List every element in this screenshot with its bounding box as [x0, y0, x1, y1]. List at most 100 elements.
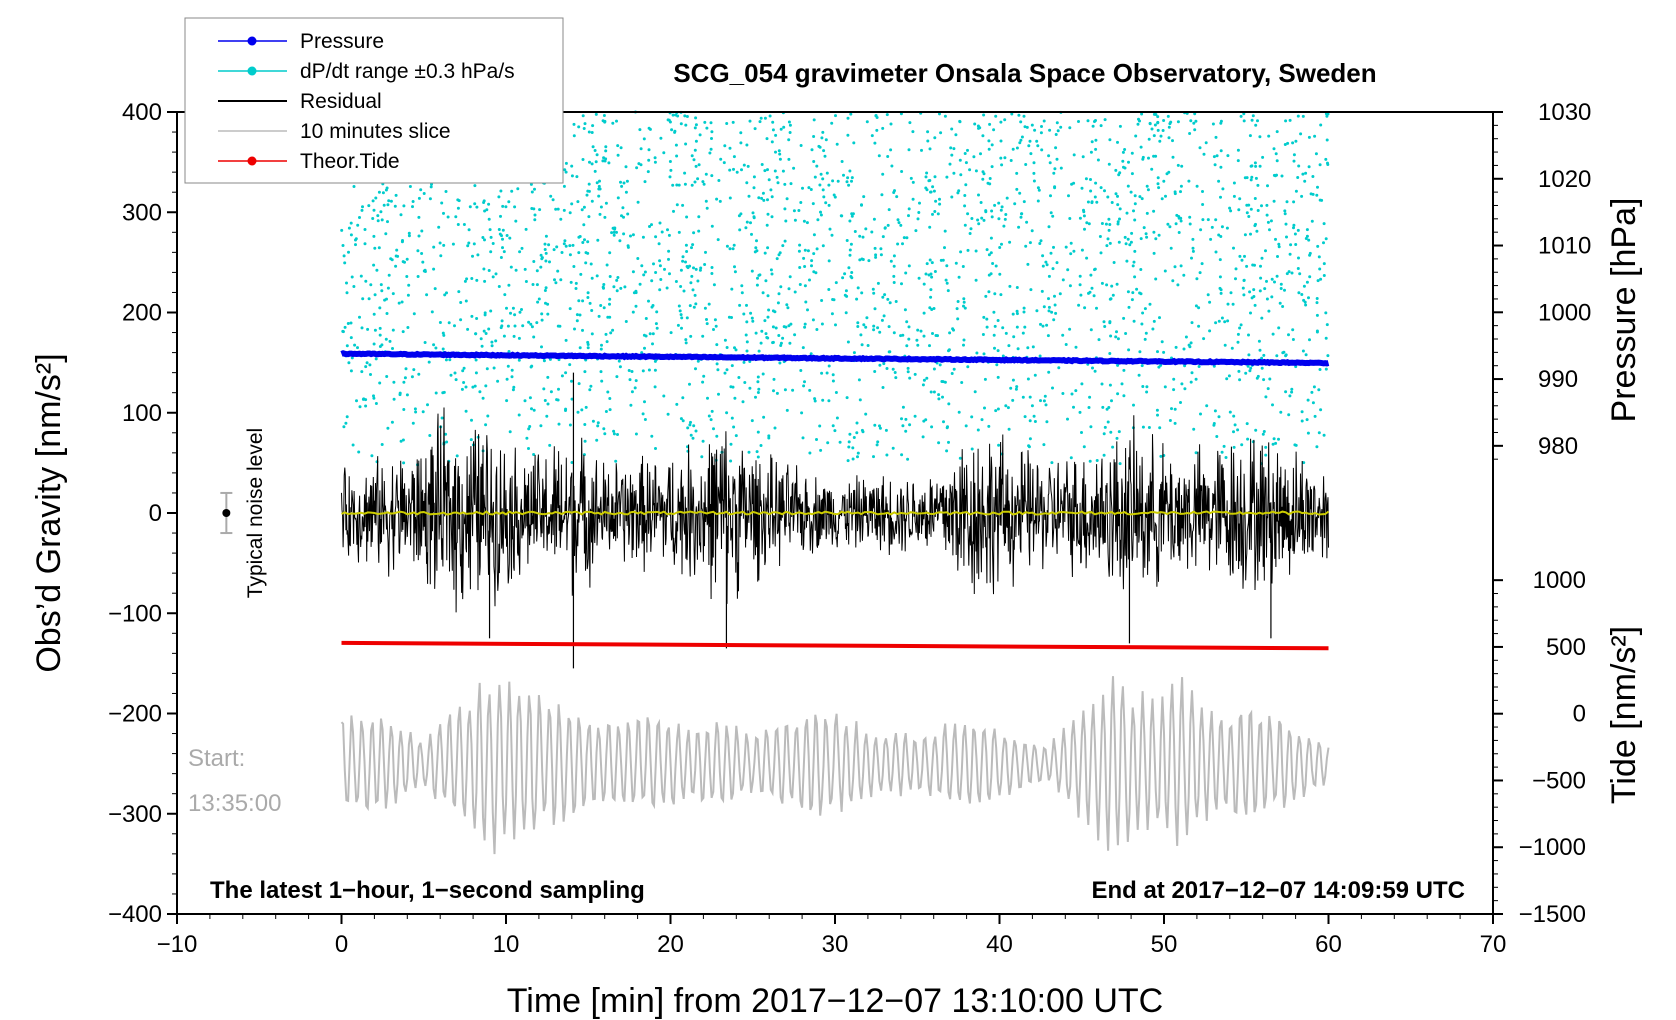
dpdt-point: [581, 299, 585, 303]
dpdt-point: [540, 256, 544, 260]
dpdt-point: [815, 328, 819, 331]
dpdt-point: [800, 411, 804, 415]
dpdt-point: [1294, 139, 1298, 143]
dpdt-point: [583, 423, 587, 426]
dpdt-point: [1294, 243, 1298, 246]
dpdt-point: [1242, 119, 1246, 123]
dpdt-point: [349, 221, 353, 225]
dpdt-point: [564, 161, 568, 165]
dpdt-point: [584, 261, 588, 265]
dpdt-point: [1032, 179, 1036, 183]
dpdt-point: [651, 342, 654, 346]
dpdt-point: [589, 262, 593, 266]
dpdt-point: [767, 308, 771, 312]
dpdt-point: [892, 254, 896, 258]
dpdt-point: [1148, 302, 1152, 306]
dpdt-point: [595, 153, 599, 157]
dpdt-point: [445, 291, 448, 295]
dpdt-point: [976, 218, 980, 222]
dpdt-point: [1028, 241, 1032, 245]
dpdt-point: [349, 233, 353, 237]
dpdt-point: [1238, 254, 1242, 258]
dpdt-point: [1033, 420, 1037, 423]
dpdt-point: [1102, 320, 1106, 324]
dpdt-point: [872, 291, 876, 295]
dpdt-point: [977, 193, 980, 197]
dpdt-point: [922, 282, 926, 286]
dpdt-point: [683, 114, 687, 118]
dpdt-point: [444, 432, 448, 436]
dpdt-point: [811, 202, 815, 206]
dpdt-point: [1193, 112, 1197, 116]
dpdt-point: [1036, 199, 1040, 203]
dpdt-point: [445, 440, 449, 444]
dpdt-point: [772, 377, 776, 381]
dpdt-point: [762, 198, 766, 202]
dpdt-point: [615, 289, 619, 293]
dpdt-point: [803, 380, 806, 384]
dpdt-point: [1052, 245, 1055, 249]
dpdt-point: [1043, 394, 1047, 398]
dpdt-point: [956, 300, 960, 303]
dpdt-point: [403, 260, 406, 264]
dpdt-point: [425, 293, 429, 297]
dpdt-point: [1262, 353, 1266, 357]
dpdt-point: [1311, 192, 1315, 196]
dpdt-point: [873, 141, 877, 145]
dpdt-point: [588, 388, 592, 392]
dpdt-point: [1301, 172, 1305, 176]
dpdt-point: [639, 163, 643, 167]
dpdt-point: [1040, 289, 1044, 293]
dpdt-point: [760, 196, 764, 200]
dpdt-point: [554, 207, 558, 211]
dpdt-point: [871, 287, 875, 291]
dpdt-point: [357, 450, 361, 454]
dpdt-point: [374, 402, 378, 405]
dpdt-point: [772, 389, 775, 393]
dpdt-point: [847, 440, 851, 444]
dpdt-point: [1080, 382, 1084, 386]
dpdt-point: [1283, 212, 1287, 216]
dpdt-point: [1191, 249, 1195, 253]
dpdt-point: [1088, 290, 1092, 294]
dpdt-point: [442, 333, 446, 337]
dpdt-point: [906, 366, 910, 370]
dpdt-point: [1293, 443, 1297, 447]
dpdt-point: [385, 186, 389, 190]
legend-box: [184, 17, 564, 184]
dpdt-point: [499, 214, 502, 218]
dpdt-point: [1195, 184, 1199, 188]
dpdt-point: [587, 182, 591, 186]
dpdt-point: [517, 413, 521, 417]
dpdt-point: [1223, 320, 1227, 324]
dpdt-point: [599, 304, 603, 307]
dpdt-point: [486, 414, 490, 418]
dpdt-point: [1287, 333, 1290, 337]
dpdt-point: [1156, 176, 1160, 180]
dpdt-point: [527, 447, 530, 450]
dpdt-point: [615, 375, 619, 379]
dpdt-point: [378, 306, 382, 310]
dpdt-point: [830, 233, 834, 237]
dpdt-point: [1122, 368, 1126, 372]
dpdt-point: [918, 201, 921, 205]
dpdt-point: [1114, 335, 1118, 339]
dpdt-point: [586, 343, 590, 346]
dpdt-point: [441, 347, 445, 351]
dpdt-point: [1287, 413, 1291, 417]
dpdt-point: [377, 246, 381, 250]
dpdt-point: [761, 372, 765, 376]
dpdt-point: [1108, 352, 1112, 355]
dpdt-point: [684, 243, 688, 247]
dpdt-point: [1080, 431, 1083, 434]
dpdt-point: [1197, 306, 1201, 310]
dpdt-point: [911, 197, 915, 201]
dpdt-point: [1322, 262, 1326, 266]
dpdt-point: [694, 302, 698, 306]
dpdt-point: [1095, 306, 1098, 310]
dpdt-point: [999, 120, 1003, 124]
dpdt-point: [740, 291, 744, 295]
dpdt-point: [1275, 159, 1279, 163]
dpdt-point: [385, 297, 388, 301]
dpdt-point: [1151, 327, 1155, 331]
